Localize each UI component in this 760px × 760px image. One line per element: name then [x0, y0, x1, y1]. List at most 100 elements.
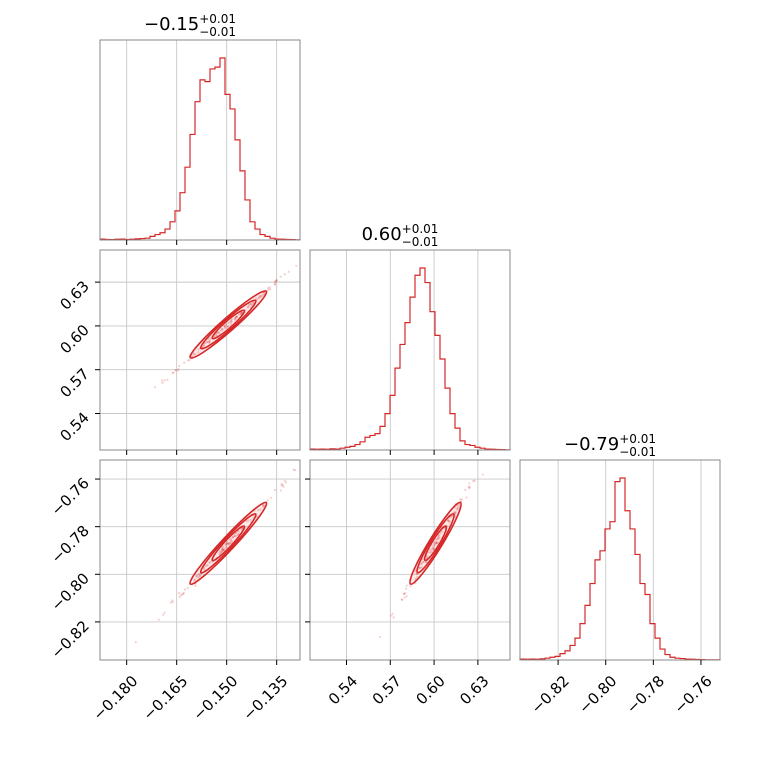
sample-point	[435, 542, 439, 545]
sample-point	[206, 340, 209, 344]
sample-point	[270, 496, 273, 499]
sample-point	[251, 301, 254, 304]
x-tick-label: −0.82	[528, 672, 573, 717]
density-contour	[409, 501, 462, 585]
sample-point	[257, 509, 260, 512]
sample-point	[198, 572, 201, 575]
sample-point	[229, 542, 232, 545]
sample-point	[458, 503, 461, 506]
sample-point	[275, 280, 278, 283]
sample-point	[262, 503, 265, 506]
sample-point	[233, 534, 236, 538]
sample-point	[229, 537, 232, 540]
sample-point	[422, 560, 425, 564]
sample-point	[231, 536, 234, 539]
sample-point	[473, 479, 476, 482]
sample-point	[464, 488, 467, 491]
sample-point	[256, 298, 259, 301]
sample-point	[220, 551, 223, 554]
sample-point	[460, 498, 463, 501]
sample-point	[240, 311, 243, 314]
sample-point	[257, 297, 260, 300]
sample-point	[178, 365, 181, 368]
sample-point	[186, 359, 189, 362]
sample-point	[228, 543, 231, 546]
panel-frame	[309, 249, 511, 451]
sample-point	[162, 613, 165, 616]
sample-point	[235, 315, 238, 318]
sample-point	[456, 508, 459, 511]
sample-point	[468, 486, 471, 489]
sample-point	[188, 359, 191, 362]
sample-point	[221, 548, 224, 551]
sample-point	[202, 343, 205, 347]
sample-point	[257, 296, 260, 299]
histogram-step-1	[309, 267, 511, 451]
sample-point	[283, 273, 286, 276]
sample-point	[233, 318, 236, 321]
sample-point	[163, 611, 166, 614]
sample-point	[279, 275, 282, 278]
sample-point	[194, 353, 197, 356]
sample-point	[163, 379, 166, 382]
sample-point	[206, 564, 209, 567]
density-contour	[211, 309, 246, 340]
sample-point	[274, 281, 277, 284]
sample-point	[230, 320, 233, 323]
sample-point	[196, 576, 199, 579]
sample-point	[378, 635, 381, 639]
sample-point	[220, 547, 223, 550]
sample-point	[437, 537, 440, 540]
histogram-panel-1: 0.60+0.01 −0.01	[309, 222, 511, 455]
sample-point	[236, 530, 240, 533]
x-tick-label: −0.150	[189, 672, 241, 724]
y-tick-label: 0.60	[56, 321, 92, 357]
sample-point	[221, 549, 224, 552]
sample-point	[391, 612, 394, 615]
sample-point	[205, 564, 208, 568]
sample-point	[222, 548, 225, 551]
param-title-value: −0.15	[144, 14, 199, 35]
sample-point	[195, 574, 198, 578]
sample-point	[225, 546, 228, 549]
sample-point	[432, 548, 435, 551]
sample-point	[224, 323, 227, 326]
sample-point	[195, 574, 199, 578]
sample-point	[218, 332, 221, 335]
sample-point	[234, 532, 237, 535]
sample-point	[454, 506, 457, 509]
sample-point	[218, 550, 222, 553]
sample-point	[166, 378, 169, 381]
sample-point	[433, 543, 436, 546]
x-tick-label: −0.135	[239, 672, 291, 724]
sample-point	[235, 316, 238, 319]
density-contour	[423, 525, 448, 562]
sample-point	[273, 283, 277, 286]
sample-point	[432, 545, 435, 548]
sample-point	[416, 576, 419, 579]
y-tick-label: −0.76	[48, 474, 93, 519]
sample-point	[454, 511, 457, 514]
sample-point	[221, 329, 224, 332]
sample-point	[465, 496, 468, 499]
sample-point	[216, 331, 219, 334]
sample-point	[178, 595, 181, 599]
sample-point	[208, 341, 211, 344]
sample-point	[279, 489, 282, 492]
sample-point	[400, 598, 403, 601]
sample-point	[175, 369, 178, 372]
x-tick-label: −0.78	[623, 672, 668, 717]
sample-point	[217, 330, 220, 333]
panel-frame	[99, 39, 301, 241]
sample-point	[224, 543, 227, 546]
sample-point	[454, 514, 457, 517]
panel-frame	[99, 459, 301, 661]
sample-point	[182, 592, 185, 595]
sample-point	[227, 321, 230, 325]
sample-point	[435, 540, 438, 543]
sample-point	[418, 566, 421, 569]
sample-point	[157, 618, 160, 621]
sample-point	[414, 570, 417, 573]
histogram-step-0	[99, 57, 301, 241]
sample-point	[208, 561, 211, 564]
